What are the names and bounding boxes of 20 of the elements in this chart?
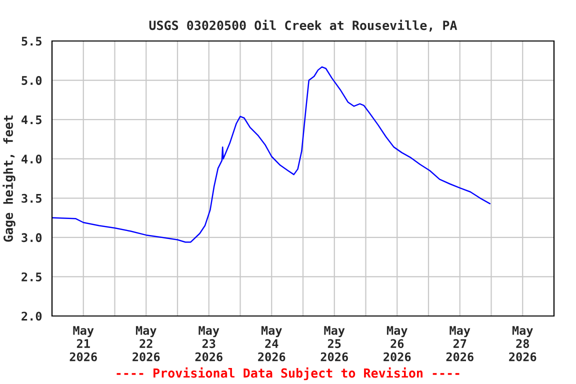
y-tick-label: 2.0 [22,312,42,321]
x-tick-label: May 23 2026 [195,326,222,362]
y-tick-label: 4.0 [22,154,42,164]
y-tick-label: 2.5 [22,272,42,282]
x-tick-label: May 24 2026 [258,326,286,362]
y-tick-label: 3.5 [22,194,42,203]
y-axis-title: Gage height, feet [2,116,16,242]
text: ---- Provisional Data Subject to Revision ---- [116,367,460,380]
x-tick-label: May 27 2026 [446,326,474,362]
x-tick-label: May 28 2026 [509,326,536,362]
x-tick-label: May 22 2026 [132,326,160,362]
y-tick-label: 5.0 [22,76,42,85]
y-tick-label: 5.5 [22,36,42,46]
chart-title: USGS 03020500 Oil Creek at Rouseville, PA [149,20,458,32]
x-tick-label: May 26 2026 [384,326,411,362]
y-tick-label: 3.0 [22,233,42,242]
line-series [52,66,491,243]
x-tick-label: May 25 2026 [320,326,348,362]
x-tick-label: May 21 2026 [70,326,97,362]
y-tick-label: 4.5 [22,115,42,124]
